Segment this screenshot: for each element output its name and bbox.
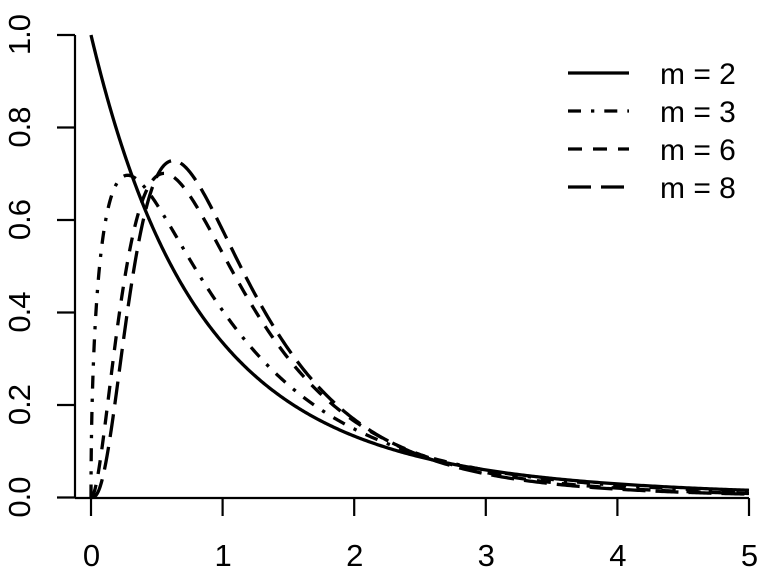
legend-label-m-6: m = 6 <box>660 134 736 167</box>
y-tick-label: 0.8 <box>2 107 37 147</box>
curve-m-2 <box>89 33 750 492</box>
legend-layer: m = 2 m = 3 m = 6 m = 8 <box>568 58 736 205</box>
x-tick-label: 0 <box>83 538 100 573</box>
x-tick-label: 5 <box>741 538 757 573</box>
curve-m-8 <box>89 158 750 500</box>
legend-label-m-8: m = 8 <box>660 172 736 205</box>
y-tick-label: 0.0 <box>2 477 37 518</box>
x-tick-label: 3 <box>478 538 494 573</box>
legend-label-m-3: m = 3 <box>660 96 736 129</box>
curves-layer <box>89 33 750 500</box>
x-tick-label: 2 <box>346 538 362 573</box>
y-tick-label: 1.0 <box>2 14 37 55</box>
x-tick-label: 4 <box>609 538 626 573</box>
y-tick-label: 0.2 <box>2 385 37 425</box>
y-tick-label: 0.4 <box>2 292 37 333</box>
y-tick-label: 0.6 <box>2 200 37 240</box>
axes-layer: 0 1 2 3 4 5 0.0 0.2 0.4 0.6 0.8 1.0 <box>2 14 758 573</box>
curve-m-3 <box>89 173 750 498</box>
x-tick-label: 1 <box>214 538 230 573</box>
curve-m-6 <box>89 171 750 500</box>
legend-label-m-2: m = 2 <box>660 58 736 91</box>
